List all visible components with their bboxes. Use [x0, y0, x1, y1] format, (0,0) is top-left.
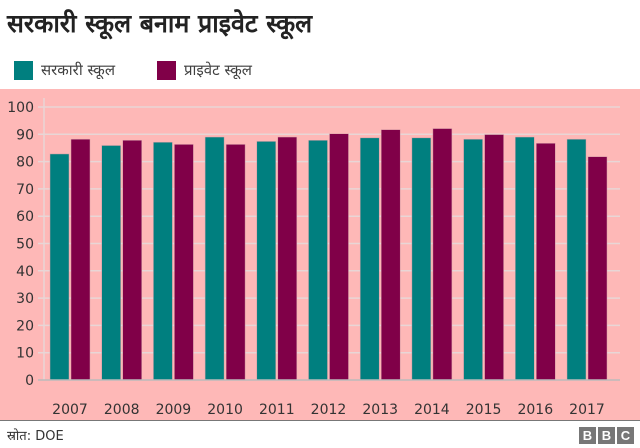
bar-private-2014: [432, 128, 453, 381]
bar-private-2007: [70, 138, 91, 381]
legend-item-private: प्राइवेट स्कूल: [157, 60, 252, 80]
logo-letter: B: [579, 427, 596, 444]
y-tick-label: 10: [16, 346, 34, 362]
x-tick-label: 2012: [311, 402, 347, 418]
y-tick-label: 70: [16, 182, 34, 198]
x-tick-label: 2011: [259, 402, 295, 418]
bar-government-2015: [463, 138, 483, 381]
y-tick-label: 0: [25, 373, 34, 389]
bar-private-2013: [380, 129, 401, 381]
x-tick-label: 2007: [52, 402, 88, 418]
bar-government-2016: [515, 136, 535, 381]
bar-private-2008: [122, 140, 142, 381]
bar-private-2010: [225, 144, 246, 381]
bar-private-2016: [536, 143, 556, 381]
x-tick-label: 2009: [156, 402, 192, 418]
logo-letter: B: [598, 427, 615, 444]
x-tick-label: 2017: [569, 402, 605, 418]
bar-government-2009: [153, 141, 173, 381]
y-tick-label: 100: [7, 100, 34, 116]
x-tick-label: 2010: [207, 402, 243, 418]
bar-government-2011: [256, 141, 277, 381]
bar-private-2015: [484, 134, 504, 381]
source-note: स्रोत: DOE: [7, 429, 64, 444]
chart-title: सरकारी स्कूल बनाम प्राइवेट स्कूल: [7, 9, 313, 38]
bar-government-2007: [49, 153, 70, 381]
y-tick-label: 20: [16, 318, 34, 334]
bar-government-2017: [566, 138, 587, 381]
y-tick-label: 90: [16, 127, 34, 143]
bar-private-2009: [174, 144, 194, 381]
bar-government-2012: [308, 140, 328, 381]
x-tick-label: 2015: [466, 402, 502, 418]
legend-label-private: प्राइवेट स्कूल: [184, 61, 252, 79]
logo-letter: C: [617, 427, 634, 444]
y-tick-label: 40: [16, 264, 34, 280]
x-tick-label: 2008: [104, 402, 140, 418]
bbc-logo: B B C: [579, 427, 634, 444]
bar-government-2010: [204, 136, 225, 381]
bar-government-2014: [411, 137, 432, 381]
x-tick-label: 2013: [362, 402, 398, 418]
legend-label-government: सरकारी स्कूल: [41, 61, 115, 79]
bar-government-2008: [101, 145, 121, 381]
x-tick-label: 2014: [414, 402, 450, 418]
bar-private-2012: [329, 133, 349, 381]
y-tick-label: 50: [16, 237, 34, 253]
bar-government-2013: [359, 137, 380, 381]
legend-swatch-private: [157, 60, 176, 80]
x-tick-label: 2016: [517, 402, 553, 418]
legend-item-government: सरकारी स्कूल: [14, 60, 115, 80]
y-tick-label: 80: [16, 155, 34, 171]
legend: सरकारी स्कूल प्राइवेट स्कूल: [14, 60, 294, 80]
y-tick-label: 60: [16, 209, 34, 225]
bar-private-2017: [587, 156, 608, 381]
bar-private-2011: [277, 136, 298, 381]
legend-swatch-government: [14, 60, 33, 80]
y-tick-label: 30: [16, 291, 34, 307]
